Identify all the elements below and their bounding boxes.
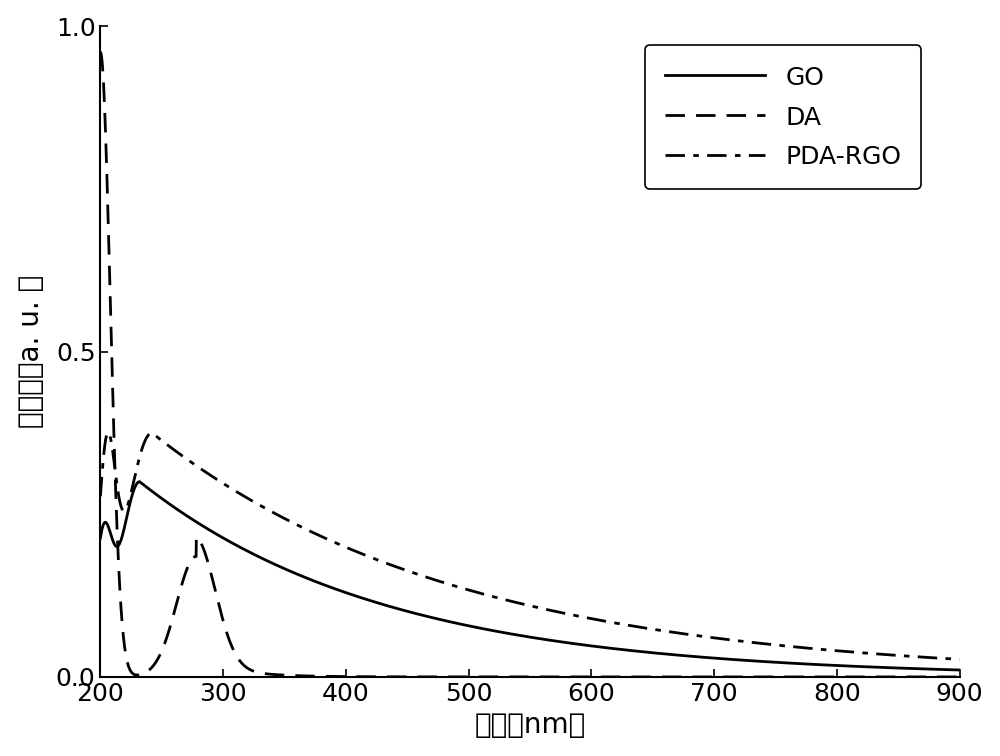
GO: [244, 547, 256, 556]
GO: [424, 612, 436, 621]
Legend: GO, DA, PDA-RGO: GO, DA, PDA-RGO: [645, 45, 921, 190]
DA: [94, 48, 106, 57]
PDA-RGO: [937, 654, 949, 663]
Line: PDA-RGO: PDA-RGO: [100, 432, 960, 659]
X-axis label: 波长（nm）: 波长（nm）: [474, 711, 586, 739]
GO: [461, 621, 473, 630]
Line: DA: DA: [100, 52, 960, 677]
PDA-RGO: [193, 463, 205, 472]
GO: [94, 534, 106, 543]
Y-axis label: 吸光度（a. u. ）: 吸光度（a. u. ）: [17, 275, 45, 428]
PDA-RGO: [461, 585, 473, 594]
PDA-RGO: [102, 428, 114, 437]
Line: GO: GO: [100, 482, 960, 670]
GO: [937, 665, 949, 674]
DA: [954, 672, 966, 681]
GO: [193, 519, 205, 528]
GO: [954, 665, 966, 674]
DA: [844, 672, 856, 681]
DA: [192, 534, 204, 544]
PDA-RGO: [844, 647, 856, 656]
PDA-RGO: [424, 574, 436, 583]
PDA-RGO: [954, 655, 966, 664]
DA: [937, 672, 949, 681]
GO: [844, 662, 856, 671]
GO: [134, 477, 146, 486]
PDA-RGO: [94, 491, 106, 500]
DA: [424, 672, 436, 681]
PDA-RGO: [244, 495, 256, 504]
DA: [461, 672, 473, 681]
DA: [243, 665, 255, 674]
